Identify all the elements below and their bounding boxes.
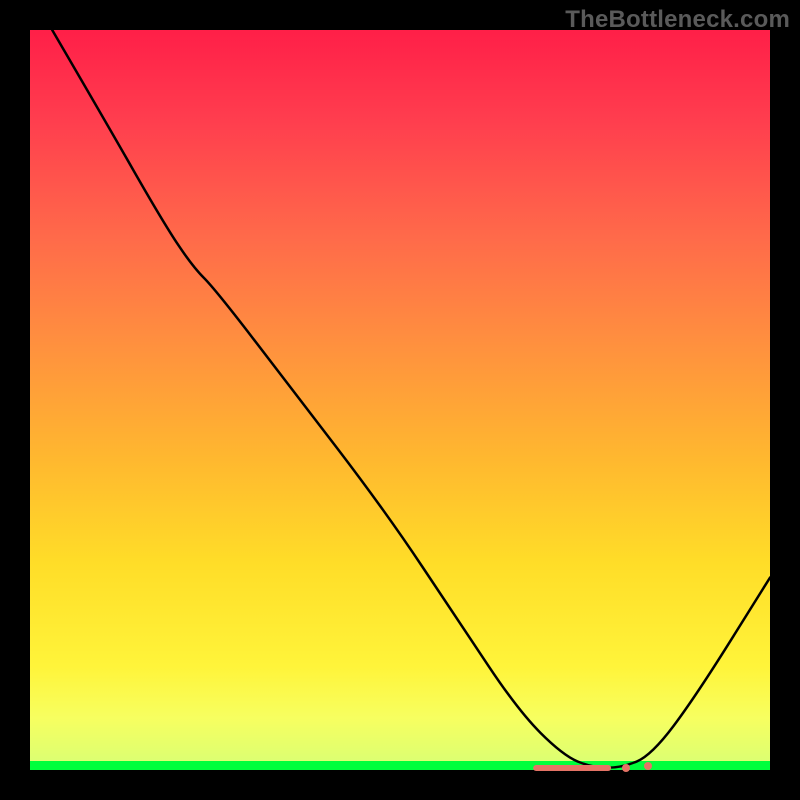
marker-point-1	[622, 764, 630, 772]
marker-layer	[30, 30, 770, 770]
plot-area	[30, 30, 770, 770]
chart-root: TheBottleneck.com	[0, 0, 800, 800]
marker-point-2	[644, 762, 652, 770]
watermark-text: TheBottleneck.com	[565, 6, 790, 34]
marker-cluster	[533, 765, 611, 771]
